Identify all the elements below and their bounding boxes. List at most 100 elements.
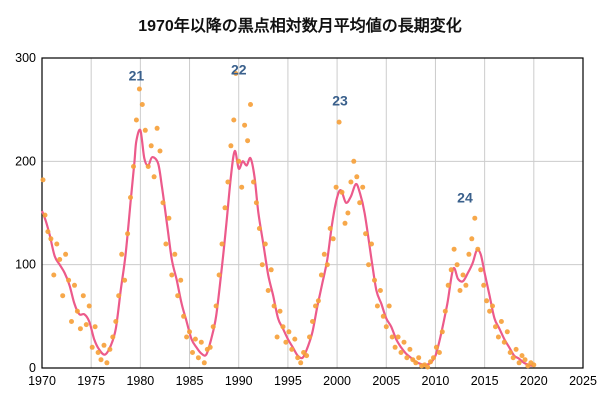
scatter-point bbox=[404, 355, 410, 361]
scatter-point bbox=[184, 334, 190, 340]
scatter-point bbox=[245, 138, 251, 144]
scatter-point bbox=[416, 355, 422, 361]
scatter-point bbox=[339, 189, 345, 195]
scatter-point bbox=[472, 215, 478, 221]
scatter-point bbox=[172, 251, 178, 257]
scatter-point bbox=[330, 236, 336, 242]
scatter-point bbox=[265, 288, 271, 293]
scatter-point bbox=[125, 231, 131, 237]
scatter-point bbox=[510, 355, 516, 361]
scatter-point bbox=[431, 355, 436, 361]
scatter-point bbox=[501, 339, 507, 345]
scatter-point bbox=[354, 174, 360, 180]
scatter-point bbox=[72, 282, 77, 288]
scatter-point bbox=[256, 226, 262, 231]
scatter-point bbox=[495, 334, 501, 340]
scatter-point bbox=[128, 195, 133, 200]
scatter-point bbox=[148, 143, 154, 149]
scatter-point bbox=[251, 179, 256, 185]
scatter-point bbox=[410, 357, 416, 363]
scatter-point bbox=[301, 350, 307, 355]
scatter-point bbox=[63, 251, 69, 257]
scatter-point bbox=[239, 184, 245, 190]
scatter-point bbox=[113, 319, 119, 324]
scatter-point bbox=[277, 308, 283, 314]
scatter-point bbox=[392, 344, 398, 350]
scatter-point bbox=[198, 339, 204, 345]
x-tick-label: 1975 bbox=[77, 374, 105, 388]
scatter-point bbox=[307, 334, 312, 340]
scatter-point bbox=[259, 262, 265, 268]
x-tick-label: 1995 bbox=[274, 374, 302, 388]
scatter-point bbox=[531, 362, 537, 368]
scatter-point bbox=[513, 346, 519, 352]
cycle-label-23: 23 bbox=[332, 93, 348, 109]
x-tick-label: 2025 bbox=[569, 374, 597, 388]
scatter-point bbox=[466, 251, 472, 257]
scatter-point bbox=[110, 334, 116, 340]
x-tick-label: 2020 bbox=[520, 374, 548, 388]
scatter-point bbox=[139, 102, 145, 107]
scatter-point bbox=[192, 336, 198, 342]
scatter-point bbox=[119, 251, 125, 257]
cycle-label-22: 22 bbox=[231, 62, 247, 78]
scatter-point bbox=[519, 353, 525, 359]
scatter-point bbox=[374, 303, 380, 309]
scatter-point bbox=[178, 277, 184, 283]
scatter-point bbox=[142, 127, 148, 133]
scatter-point bbox=[345, 210, 351, 216]
scatter-point bbox=[469, 236, 475, 242]
scatter-point bbox=[207, 344, 213, 350]
scatter-point bbox=[95, 350, 101, 355]
scatter-point bbox=[190, 350, 195, 355]
scatter-point bbox=[107, 346, 113, 352]
scatter-point bbox=[83, 322, 89, 328]
scatter-point bbox=[451, 246, 457, 252]
y-tick-label: 0 bbox=[29, 361, 36, 375]
scatter-point bbox=[195, 355, 201, 361]
scatter-point bbox=[136, 86, 142, 92]
scatter-point bbox=[487, 308, 493, 314]
scatter-point bbox=[318, 272, 324, 278]
x-tick-label: 2015 bbox=[471, 374, 499, 388]
scatter-point bbox=[478, 267, 484, 273]
scatter-point bbox=[333, 184, 339, 190]
scatter-point bbox=[498, 319, 504, 324]
scatter-point bbox=[439, 329, 445, 335]
scatter-point bbox=[236, 158, 242, 164]
scatter-point bbox=[253, 200, 259, 206]
scatter-point bbox=[380, 313, 386, 319]
scatter-point bbox=[398, 350, 404, 355]
scatter-point bbox=[401, 339, 407, 345]
scatter-point bbox=[377, 288, 383, 293]
scatter-point bbox=[66, 277, 72, 283]
scatter-point bbox=[289, 346, 295, 352]
y-tick-label: 200 bbox=[15, 154, 36, 168]
scatter-point bbox=[369, 241, 374, 247]
scatter-point bbox=[242, 122, 248, 128]
x-tick-label: 1980 bbox=[126, 374, 154, 388]
scatter-point bbox=[336, 119, 342, 125]
scatter-point bbox=[116, 293, 122, 299]
scatter-point bbox=[298, 360, 304, 366]
scatter-point bbox=[48, 236, 54, 242]
scatter-point bbox=[522, 357, 528, 363]
scatter-point bbox=[413, 360, 419, 366]
scatter-point bbox=[151, 174, 157, 180]
chart-title: 1970年以降の黒点相対数月平均値の長期変化 bbox=[138, 18, 462, 35]
scatter-point bbox=[463, 282, 469, 288]
scatter-point bbox=[283, 339, 289, 345]
scatter-point bbox=[219, 241, 225, 247]
scatter-point bbox=[248, 102, 253, 107]
scatter-point bbox=[92, 324, 98, 330]
scatter-point bbox=[274, 334, 280, 340]
scatter-point bbox=[490, 303, 495, 309]
scatter-point bbox=[351, 158, 357, 164]
y-tick-label: 300 bbox=[15, 51, 36, 65]
scatter-point bbox=[210, 324, 216, 330]
scatter-point bbox=[213, 303, 219, 309]
x-tick-label: 1985 bbox=[176, 374, 204, 388]
scatter-point bbox=[504, 329, 510, 335]
scatter-point bbox=[360, 184, 366, 190]
scatter-point bbox=[304, 353, 310, 359]
